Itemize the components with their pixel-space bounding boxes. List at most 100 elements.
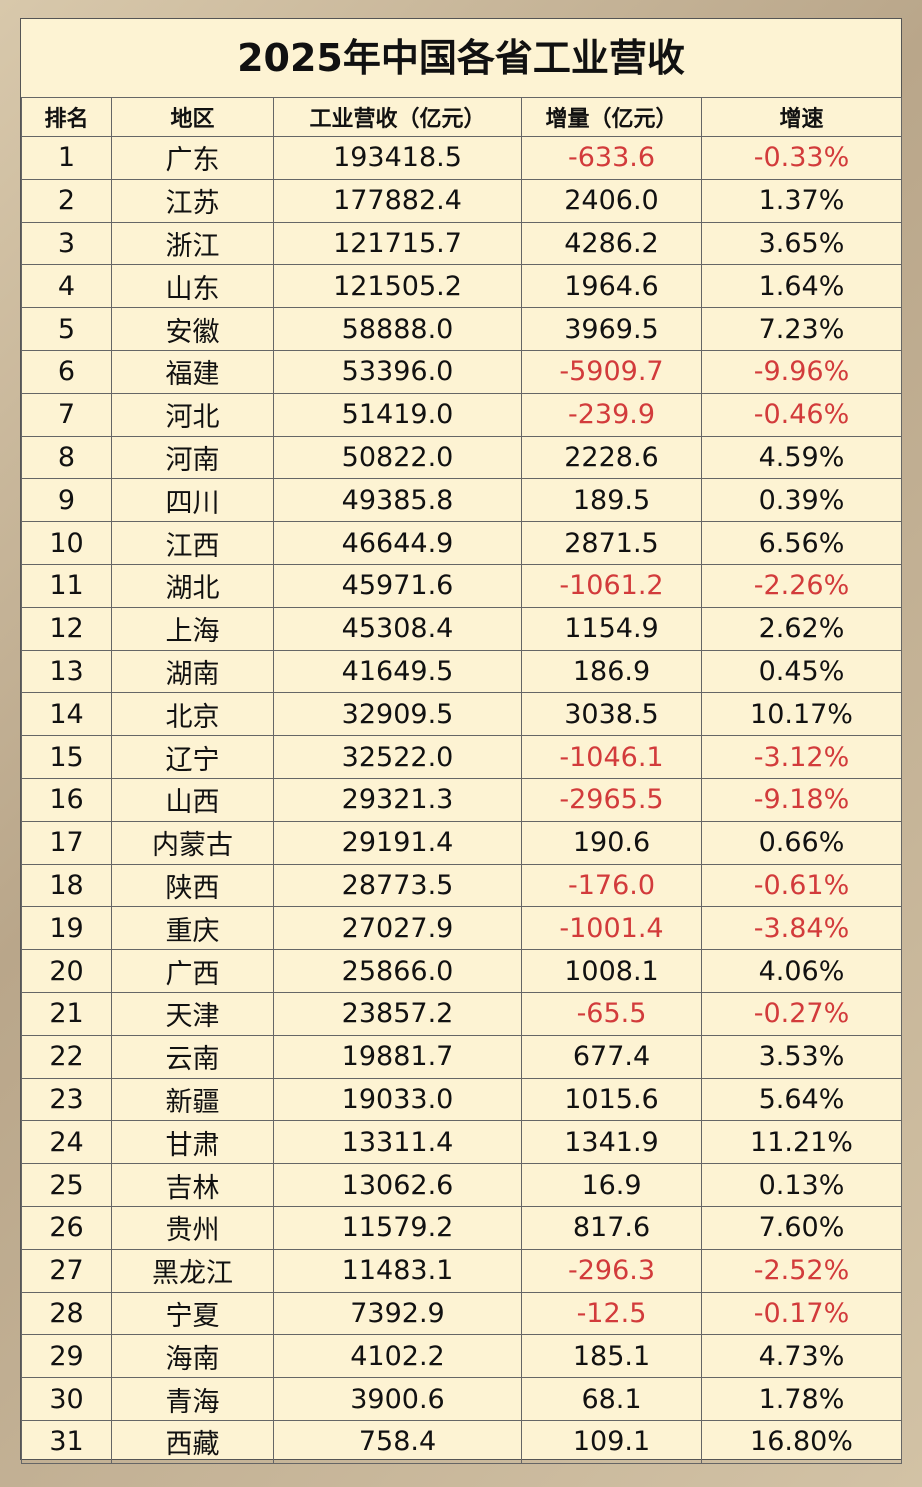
table-cell: -2.52%	[701, 1248, 902, 1293]
table-row: 29 海南 4102.2 185.1 4.73%	[21, 1334, 902, 1379]
table-cell: 6	[21, 349, 112, 394]
title: 2025年中国各省工业营收	[21, 19, 901, 98]
cell-text: 190.6	[572, 827, 651, 859]
table-cell: 江西	[111, 521, 274, 565]
table-cell: 26	[21, 1205, 112, 1250]
cell-text: 安徽	[165, 316, 220, 348]
cell-text: 21	[49, 998, 84, 1030]
cell-text: 3.65%	[758, 227, 845, 259]
table-cell: 辽宁	[111, 735, 274, 779]
table-cell: 4.06%	[701, 949, 902, 993]
cell-text: -0.46%	[753, 399, 850, 431]
cell-text: 7.23%	[758, 313, 845, 345]
cell-text: 15	[49, 741, 84, 773]
cell-text: 16	[49, 784, 84, 816]
cell-text: -1001.4	[559, 912, 664, 944]
table-cell: 1964.6	[521, 264, 702, 309]
cell-text: 1.78%	[758, 1383, 845, 1415]
table-cell: -176.0	[521, 863, 702, 908]
table-cell: 23857.2	[273, 991, 522, 1036]
table-cell: -12.5	[521, 1291, 702, 1336]
cell-text: -3.12%	[753, 741, 850, 773]
cell-text: 186.9	[572, 655, 651, 687]
cell-text: 3969.5	[564, 313, 659, 345]
table-cell: 14	[21, 692, 112, 737]
cell-text: 广东	[165, 145, 220, 177]
table-cell: 177882.4	[273, 178, 522, 223]
table-row: 31 西藏 758.4 109.1 16.80%	[21, 1419, 902, 1464]
cell-text: 18	[49, 869, 84, 901]
cell-text: 重庆	[165, 915, 220, 947]
table-cell: 1154.9	[521, 606, 702, 651]
cell-text: 27	[49, 1255, 84, 1287]
cell-text: 16.80%	[750, 1426, 853, 1458]
cell-text: 5	[57, 313, 76, 345]
table-cell: 海南	[111, 1334, 274, 1379]
table-cell: 4.59%	[701, 435, 902, 480]
table-cell: 2	[21, 178, 112, 223]
cell-text: 1.64%	[758, 270, 845, 302]
cell-text: 福建	[165, 359, 220, 391]
table-cell: -3.12%	[701, 735, 902, 779]
cell-text: 29191.4	[341, 827, 454, 859]
table-cell: 22	[21, 1034, 112, 1079]
cell-text: 12	[49, 613, 84, 645]
table-cell: 16	[21, 777, 112, 822]
table-cell: 宁夏	[111, 1291, 274, 1336]
cell-text: 19033.0	[341, 1083, 454, 1115]
table-row: 4 山东 121505.2 1964.6 1.64%	[21, 264, 902, 309]
table-cell: 53396.0	[273, 349, 522, 394]
cell-text: 浙江	[165, 230, 220, 262]
table-cell: 41649.5	[273, 649, 522, 694]
table-cell: 121505.2	[273, 264, 522, 309]
table-cell: 天津	[111, 991, 274, 1036]
cell-text: 0.13%	[758, 1169, 845, 1201]
table-cell: 29191.4	[273, 820, 522, 865]
table-cell: -633.6	[521, 136, 702, 180]
table-cell: 51419.0	[273, 392, 522, 437]
cell-text: 11.21%	[750, 1126, 853, 1158]
cell-text: 3	[57, 227, 76, 259]
table-cell: 山西	[111, 777, 274, 822]
header-cell: 增速	[701, 97, 902, 137]
cell-text: 2.62%	[758, 613, 845, 645]
cell-text: -1061.2	[559, 570, 664, 602]
table-row: 3 浙江 121715.7 4286.2 3.65%	[21, 221, 902, 266]
table-cell: 8	[21, 435, 112, 480]
cell-text: 4.06%	[758, 955, 845, 987]
table-cell: -65.5	[521, 991, 702, 1036]
cell-text: 陕西	[165, 872, 220, 904]
table-cell: 13062.6	[273, 1163, 522, 1207]
cell-text: 2871.5	[564, 527, 659, 559]
table-cell: 677.4	[521, 1034, 702, 1079]
table-cell: 121715.7	[273, 221, 522, 266]
cell-text: 4286.2	[564, 227, 659, 259]
cell-text: 53396.0	[341, 356, 454, 388]
cell-text: 23	[49, 1083, 84, 1115]
table-cell: -2.26%	[701, 563, 902, 608]
table-cell: 1015.6	[521, 1077, 702, 1122]
cell-text: 32522.0	[341, 741, 454, 773]
table-row: 30 青海 3900.6 68.1 1.78%	[21, 1377, 902, 1421]
header-cell: 排名	[21, 97, 112, 137]
cell-text: 4.73%	[758, 1340, 845, 1372]
cell-text: 北京	[165, 701, 220, 733]
table-row: 17 内蒙古 29191.4 190.6 0.66%	[21, 820, 902, 865]
cell-text: 广西	[165, 958, 220, 990]
table-cell: 黑龙江	[111, 1248, 274, 1293]
header-cell: 地区	[111, 97, 274, 137]
table-cell: -296.3	[521, 1248, 702, 1293]
table-cell: 189.5	[521, 478, 702, 523]
table-cell: 23	[21, 1077, 112, 1122]
table-row: 1 广东 193418.5 -633.6 -0.33%	[21, 136, 902, 180]
table-cell: 7	[21, 392, 112, 437]
table-cell: 13311.4	[273, 1120, 522, 1165]
table-cell: 2.62%	[701, 606, 902, 651]
table-cell: 31	[21, 1419, 112, 1464]
header-row: 排名 地区 工业营收（亿元） 增量（亿元） 增速	[21, 97, 902, 137]
table-cell: 7392.9	[273, 1291, 522, 1336]
cell-text: 817.6	[572, 1212, 651, 1244]
cell-text: 9	[57, 484, 76, 516]
table-cell: 青海	[111, 1377, 274, 1421]
table-cell: 4286.2	[521, 221, 702, 266]
